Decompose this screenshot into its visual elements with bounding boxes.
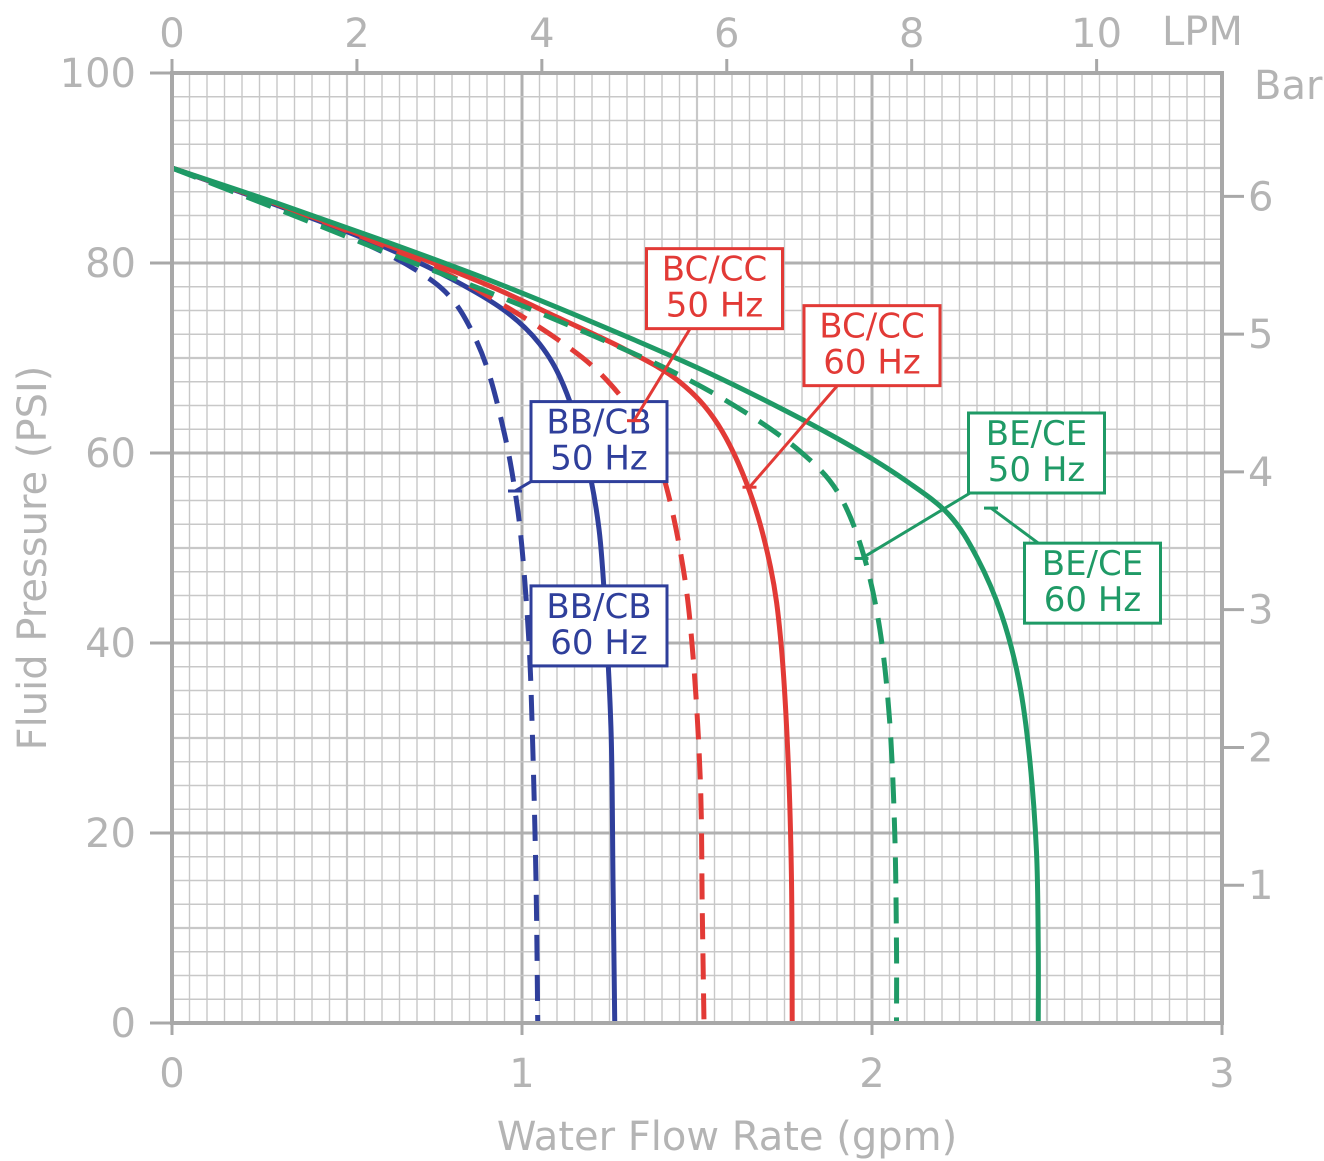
right-axis-unit: Bar xyxy=(1254,63,1323,109)
right-tick-label: 2 xyxy=(1248,725,1273,771)
callout-box xyxy=(529,400,669,484)
callout-label: 60 Hz xyxy=(550,623,647,663)
callout-label: 50 Hz xyxy=(550,439,647,479)
callout-label: 60 Hz xyxy=(823,343,920,383)
right-tick-label: 3 xyxy=(1248,588,1273,634)
callout-label: BE/CE xyxy=(1042,544,1144,584)
right-tick-label: 4 xyxy=(1248,450,1273,496)
callout-label: BC/CC xyxy=(662,250,767,290)
callout-box xyxy=(529,584,669,668)
callout-leader xyxy=(632,327,692,422)
top-tick-label: 10 xyxy=(1071,11,1122,57)
callout-label: BB/CB xyxy=(546,587,651,627)
callout-leader xyxy=(990,506,1040,545)
callout-label: 50 Hz xyxy=(988,450,1085,490)
y-tick-label: 80 xyxy=(85,241,136,287)
right-tick-label: 5 xyxy=(1248,312,1273,358)
callout-box xyxy=(967,411,1106,495)
callout-label: 50 Hz xyxy=(666,286,763,326)
y-tick-label: 100 xyxy=(60,51,136,97)
callout-box xyxy=(802,304,942,388)
right-tick-label: 1 xyxy=(1248,863,1273,909)
y-tick-label: 20 xyxy=(85,811,136,857)
callout-leader xyxy=(748,384,839,489)
x-tick-label: 3 xyxy=(1209,1051,1234,1097)
callout-label: 60 Hz xyxy=(1044,580,1141,620)
y-tick-label: 40 xyxy=(85,621,136,667)
series-line: BE/CE 50 Hz xyxy=(171,165,900,1024)
callout-label: BE/CE xyxy=(986,414,1088,454)
callout-label: BC/CC xyxy=(819,307,924,347)
callout-box xyxy=(645,247,784,331)
y-axis-title: Fluid Pressure (PSI) xyxy=(10,366,56,751)
x-tick-label: 0 xyxy=(159,1051,184,1097)
top-tick-label: 4 xyxy=(529,11,554,57)
callout-label: BB/CB xyxy=(546,403,651,443)
y-tick-label: 0 xyxy=(111,1001,136,1047)
callout-box xyxy=(1023,541,1162,625)
top-tick-label: 0 xyxy=(159,11,184,57)
x-tick-label: 1 xyxy=(509,1051,534,1097)
callout-leader xyxy=(860,491,971,560)
x-axis-title: Water Flow Rate (gpm) xyxy=(497,1114,957,1160)
top-tick-label: 2 xyxy=(344,11,369,57)
top-axis-unit: LPM xyxy=(1162,9,1243,55)
x-tick-label: 2 xyxy=(859,1051,884,1097)
top-tick-label: 8 xyxy=(899,11,924,57)
callout-leader xyxy=(514,480,532,493)
top-tick-label: 6 xyxy=(714,11,739,57)
y-tick-label: 60 xyxy=(85,431,136,477)
right-tick-label: 6 xyxy=(1248,174,1273,220)
series-line: BE/CE 60 Hz xyxy=(171,165,1041,1024)
series-line: BC/CC 60 Hz xyxy=(171,165,795,1024)
plot-frame xyxy=(170,71,1224,1025)
